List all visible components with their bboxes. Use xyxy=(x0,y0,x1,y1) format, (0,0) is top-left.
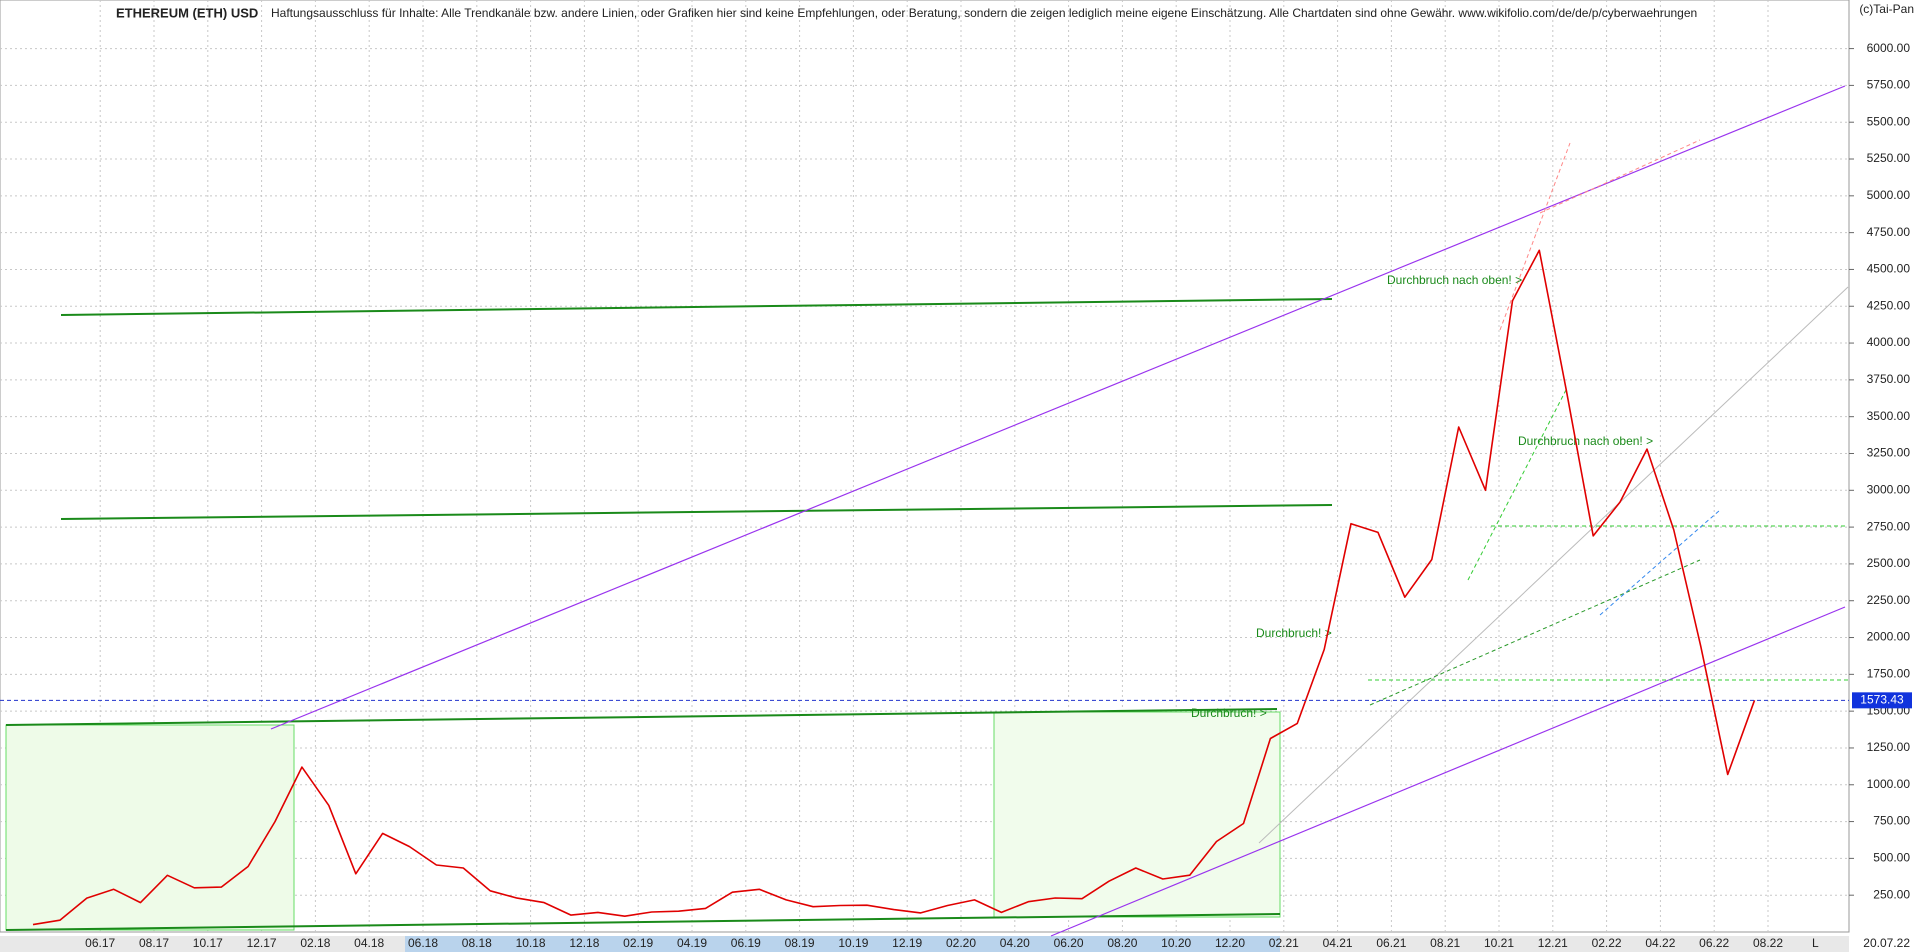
trend-line xyxy=(5,708,1278,726)
last-value-label: 1573.43 xyxy=(1860,693,1904,707)
trend-line xyxy=(1050,606,1846,937)
x-tick-label: 12.18 xyxy=(569,936,599,950)
y-tick-label: 5000.00 xyxy=(1867,188,1911,202)
x-tick-label: 08.21 xyxy=(1430,936,1460,950)
range-box xyxy=(5,724,295,931)
trend-line xyxy=(1599,509,1721,616)
annotation: Durchbruch! > xyxy=(1191,706,1267,720)
y-tick-label: 2500.00 xyxy=(1867,556,1911,570)
x-tick-label: 04.19 xyxy=(677,936,707,950)
y-tick-label: 1250.00 xyxy=(1867,740,1911,754)
x-tick-label: 08.20 xyxy=(1107,936,1137,950)
y-tick-label: 250.00 xyxy=(1873,887,1910,901)
x-tick-label: 10.21 xyxy=(1484,936,1514,950)
y-tick-label: 2750.00 xyxy=(1867,519,1911,533)
x-tick-label: 10.20 xyxy=(1161,936,1191,950)
y-tick-label: 5500.00 xyxy=(1867,114,1911,128)
disclaimer: Haftungsausschluss für Inhalte: Alle Tre… xyxy=(271,6,1697,20)
trend-line xyxy=(60,504,1333,520)
price-line xyxy=(32,249,1756,926)
source: (c)Tai-Pan xyxy=(1859,2,1914,16)
x-tick-label: 08.22 xyxy=(1753,936,1783,950)
x-tick-label: 08.19 xyxy=(785,936,815,950)
x-tick-label: 12.19 xyxy=(892,936,922,950)
y-tick-label: 3250.00 xyxy=(1867,446,1911,460)
x-tick-label: 06.19 xyxy=(731,936,761,950)
y-tick-label: 2000.00 xyxy=(1867,630,1911,644)
y-tick-label: 4750.00 xyxy=(1867,225,1911,239)
y-tick-label: 750.00 xyxy=(1873,814,1910,828)
y-tick-label: 5250.00 xyxy=(1867,151,1911,165)
y-tick-label: 3750.00 xyxy=(1867,372,1911,386)
annotation: Durchbruch nach oben! > xyxy=(1387,273,1522,287)
last-date: 20.07.22 xyxy=(1863,936,1910,950)
x-tick-label: 02.19 xyxy=(623,936,653,950)
x-tick-label: 10.19 xyxy=(838,936,868,950)
y-tick-label: 1000.00 xyxy=(1867,777,1911,791)
x-tick-label: 12.21 xyxy=(1538,936,1568,950)
annotation: Durchbruch nach oben! > xyxy=(1518,434,1653,448)
y-tick-label: 500.00 xyxy=(1873,851,1910,865)
x-tick-label: 06.21 xyxy=(1376,936,1406,950)
y-tick-label: 2250.00 xyxy=(1867,593,1911,607)
y-tick-label: 4250.00 xyxy=(1867,298,1911,312)
x-tick-label: 02.22 xyxy=(1592,936,1622,950)
y-tick-label: 4500.00 xyxy=(1867,262,1911,276)
y-tick-label: 3000.00 xyxy=(1867,482,1911,496)
y-tick-label: 6000.00 xyxy=(1867,41,1911,55)
x-tick-label: 12.17 xyxy=(247,936,277,950)
trend-line xyxy=(270,85,1846,730)
x-tick-label: 04.21 xyxy=(1323,936,1353,950)
y-tick-label: 4000.00 xyxy=(1867,335,1911,349)
x-tick-label: 04.20 xyxy=(1000,936,1030,950)
trend-line xyxy=(1539,139,1701,214)
last-value-box xyxy=(1852,692,1912,709)
x-tick-label: 10.18 xyxy=(516,936,546,950)
x-axis-highlight xyxy=(405,936,1280,952)
x-tick-label: 02.20 xyxy=(946,936,976,950)
x-tick-label: 04.22 xyxy=(1645,936,1675,950)
trend-line xyxy=(1499,142,1571,331)
x-tick-label: 12.20 xyxy=(1215,936,1245,950)
x-tick-label: 04.18 xyxy=(354,936,384,950)
trend-drawings xyxy=(5,85,1849,937)
y-tick-label: 1750.00 xyxy=(1867,667,1911,681)
trend-line xyxy=(1467,389,1567,581)
x-tick-label: 06.18 xyxy=(408,936,438,950)
x-tick-label: 02.18 xyxy=(300,936,330,950)
x-tick-label: 08.17 xyxy=(139,936,169,950)
annotation: Durchbruch! > xyxy=(1256,626,1332,640)
x-tick-label: 06.17 xyxy=(85,936,115,950)
x-tick-label: 06.20 xyxy=(1054,936,1084,950)
trend-line xyxy=(60,298,1333,316)
y-tick-label: 5750.00 xyxy=(1867,78,1911,92)
chart-title: ETHEREUM (ETH) USD xyxy=(116,5,258,20)
range-box xyxy=(993,711,1281,918)
scale-mode: L xyxy=(1812,936,1819,950)
trend-line xyxy=(5,913,1281,931)
trend-line xyxy=(1258,286,1849,844)
x-tick-label: 02.21 xyxy=(1269,936,1299,950)
y-tick-label: 3500.00 xyxy=(1867,409,1911,423)
x-tick-label: 10.17 xyxy=(193,936,223,950)
x-tick-label: 08.18 xyxy=(462,936,492,950)
x-tick-label: 06.22 xyxy=(1699,936,1729,950)
grid xyxy=(0,0,1849,932)
